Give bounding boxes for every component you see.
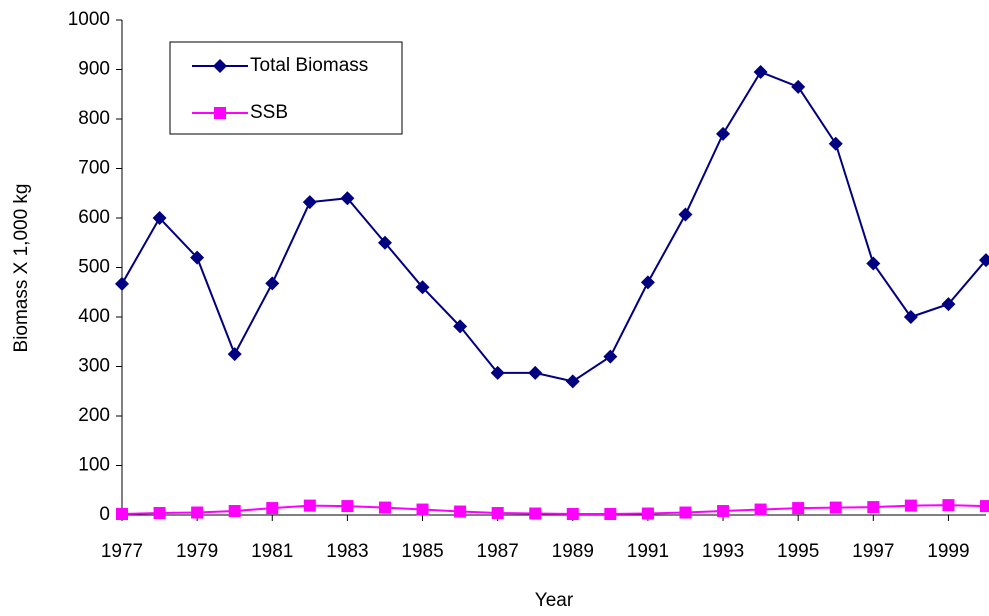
marker [377,235,392,250]
marker [867,501,880,514]
marker [566,508,579,521]
x-tick-label: 1997 [852,541,894,562]
x-tick-label: 1991 [627,541,669,562]
marker [265,276,280,291]
marker [904,499,917,512]
marker [115,276,129,291]
marker [979,253,989,268]
y-tick-label: 100 [78,455,110,476]
x-tick-label: 1979 [176,541,218,562]
y-tick-label: 300 [78,356,110,377]
y-tick-label: 400 [78,306,110,327]
marker [190,250,205,265]
x-tick-label: 1989 [552,541,594,562]
legend-marker [214,107,226,119]
y-tick-label: 0 [99,504,110,525]
x-axis-label: Year [535,590,574,611]
marker [941,297,956,312]
marker [340,191,355,206]
x-tick-label: 1977 [101,541,143,562]
marker [640,275,655,290]
marker [828,136,843,151]
marker [641,507,654,520]
marker [454,505,467,518]
marker [491,507,504,520]
marker [528,365,543,380]
legend-label: Total Biomass [250,55,368,76]
y-tick-label: 600 [78,207,110,228]
x-tick-label: 1993 [702,541,744,562]
marker [490,365,505,380]
y-tick-label: 800 [78,108,110,129]
marker [754,503,767,516]
x-tick-label: 1985 [401,541,443,562]
marker [980,500,989,513]
marker [266,502,279,515]
marker [791,79,806,94]
legend-label: SSB [250,102,288,123]
y-tick-label: 200 [78,405,110,426]
marker [829,501,842,514]
y-tick-label: 1000 [68,9,110,30]
y-tick-label: 700 [78,158,110,179]
y-tick-label: 500 [78,257,110,278]
legend-box [169,41,403,135]
legend-marker [213,59,227,73]
marker [228,505,241,518]
marker [753,64,768,79]
marker [116,508,128,521]
marker [378,501,391,514]
series-line [121,504,987,516]
marker [565,374,580,389]
marker [416,503,429,516]
marker [603,349,618,364]
marker [792,502,805,515]
x-tick-label: 1983 [326,541,368,562]
x-tick-label: 1995 [777,541,819,562]
marker [604,508,617,521]
marker [866,256,881,271]
series-line [121,70,987,383]
marker [453,319,468,334]
marker [678,207,693,222]
marker [903,310,918,324]
marker [341,500,354,513]
marker [717,505,730,518]
marker [227,347,242,362]
marker [191,506,204,519]
x-tick-label: 1999 [927,541,969,562]
marker [302,195,317,210]
x-tick-label: 1981 [251,541,293,562]
marker [529,507,542,520]
marker [679,506,692,519]
marker [153,507,166,520]
x-tick-label: 1987 [477,541,519,562]
marker [415,280,430,295]
marker [942,499,955,512]
marker [152,211,167,225]
y-axis-label: Biomass X 1,000 kg [11,184,32,353]
marker [716,126,731,141]
y-tick-label: 900 [78,59,110,80]
marker [303,499,316,512]
